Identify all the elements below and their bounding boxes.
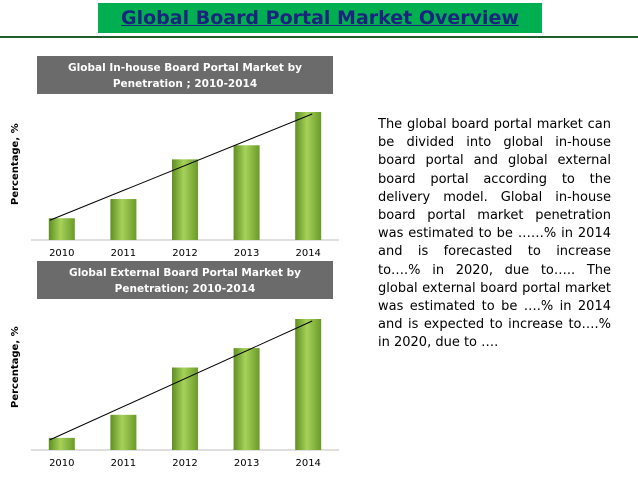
trend-line (49, 320, 313, 441)
title-divider (0, 36, 638, 38)
title-bar: Global Board Portal Market Overview (0, 0, 638, 38)
bar-2010 (48, 218, 75, 240)
chart2-header: Global External Board Portal Market by P… (37, 261, 333, 299)
x-tick-label: 2011 (111, 458, 136, 469)
chart1-title-line2: Penetration ; 2010-2014 (112, 78, 258, 90)
x-tick-label: 2012 (172, 248, 197, 259)
bar-2012 (172, 159, 198, 240)
bar-2013 (233, 348, 260, 450)
x-tick-label: 2012 (172, 458, 197, 469)
bar-2012 (172, 367, 198, 450)
bar-2010 (48, 437, 75, 450)
description-paragraph: The global board portal market can be di… (378, 117, 611, 351)
chart1-header: Global In-house Board Portal Market by P… (37, 56, 333, 94)
bar-2013 (233, 145, 260, 240)
chart1-title-line1: Global In-house Board Portal Market by (68, 62, 302, 74)
page-title: Global Board Portal Market Overview (121, 7, 519, 29)
x-tick-label: 2010 (49, 458, 74, 469)
chart1-ylabel: Percentage, % (10, 123, 21, 205)
trend-line (49, 113, 313, 221)
chart2-title-line2: Penetration; 2010-2014 (114, 283, 256, 295)
bar-2014 (295, 319, 322, 450)
chart2-ylabel: Percentage, % (10, 326, 21, 408)
chart2-plot: 2010 2011 2012 2013 2014 (31, 319, 339, 469)
x-tick-label: 2013 (234, 458, 259, 469)
chart1-plot: 2010 2011 2012 2013 2014 (31, 112, 339, 259)
x-tick-label: 2011 (111, 248, 136, 259)
x-tick-label: 2013 (234, 248, 259, 259)
title-box: Global Board Portal Market Overview (98, 3, 542, 33)
bar-2011 (110, 414, 137, 450)
chart2-title-line1: Global External Board Portal Market by (68, 267, 302, 279)
x-tick-label: 2014 (295, 248, 320, 259)
x-tick-label: 2014 (295, 458, 320, 469)
bar-2014 (295, 112, 322, 240)
bar-2011 (110, 199, 137, 240)
x-tick-label: 2010 (49, 248, 74, 259)
